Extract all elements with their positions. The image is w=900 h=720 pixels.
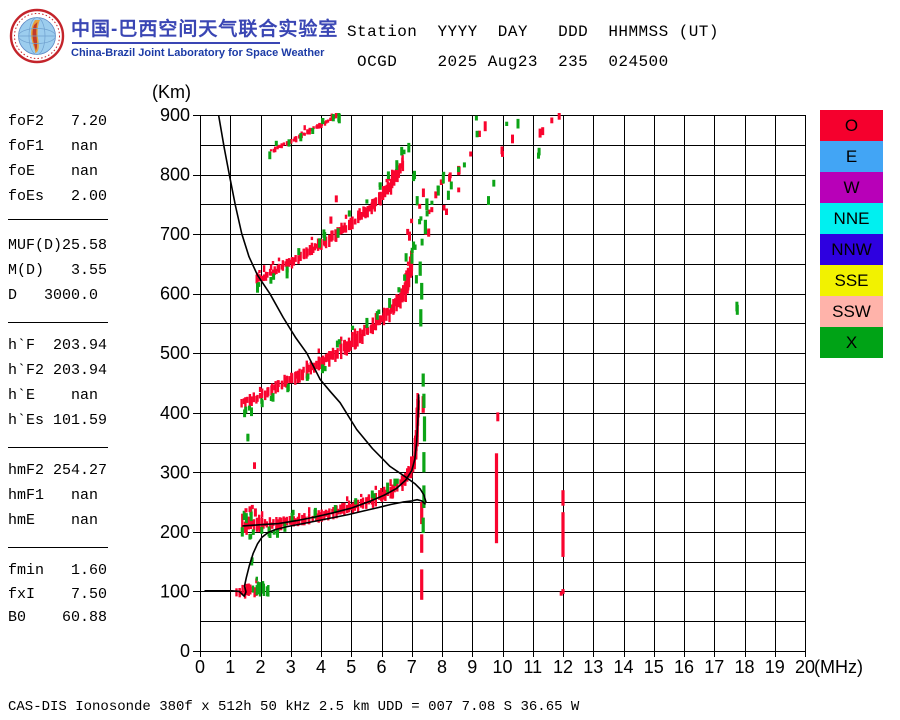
y-tick-label-0: 0 (180, 641, 190, 661)
parameter-value: 7.20 (44, 113, 108, 130)
x-tick-label-18: 18 (734, 657, 754, 677)
parameter-value: 60.88 (44, 609, 108, 626)
curve-muf-transmission-curve (218, 115, 427, 503)
legend-item-nne: NNE (820, 203, 883, 234)
station-header-columns: Station YYYY DAY DDD HHMMSS (UT) (347, 23, 719, 41)
x-tick-label-14: 14 (613, 657, 633, 677)
curve-fitted-trace-curve (242, 394, 420, 527)
panel-divider (8, 219, 108, 220)
y-tick-label-500: 500 (160, 343, 190, 363)
mode-legend: O E W NNE NNW SSE SSW X (820, 110, 883, 358)
x-tick-label-8: 8 (437, 657, 447, 677)
parameter-label: h`F2 (8, 362, 45, 379)
parameter-value: 25.58 (44, 237, 108, 254)
x-tick-label-13: 13 (583, 657, 603, 677)
grid-group (193, 115, 806, 657)
x-tick-label-16: 16 (674, 657, 694, 677)
lab-title-underline (72, 42, 280, 44)
lab-title-chinese: 中国-巴西空间天气联合实验室 (71, 19, 339, 40)
analysis-curves-group (204, 115, 427, 597)
parameter-label: MUF(D) (8, 237, 63, 254)
parameter-label: hmF1 (8, 487, 45, 504)
parameter-value: 203.94 (44, 337, 108, 354)
parameter-label: foE (8, 163, 36, 180)
y-tick-label-200: 200 (160, 522, 190, 542)
parameter-label: fmin (8, 562, 45, 579)
parameter-label: foEs (8, 188, 45, 205)
curve-true-height-profile (204, 498, 426, 597)
x-tick-label-12: 12 (553, 657, 573, 677)
parameter-label: foF1 (8, 138, 45, 155)
lab-subtitle-english: China-Brazil Joint Laboratory for Space … (71, 47, 325, 59)
legend-item-o: O (820, 110, 883, 141)
parameter-label: hmF2 (8, 462, 45, 479)
y-tick-label-300: 300 (160, 462, 190, 482)
x-tick-label-20: 20 (795, 657, 815, 677)
parameter-value: 3.55 (44, 262, 108, 279)
x-tick-label-19: 19 (765, 657, 785, 677)
y-tick-label-100: 100 (160, 581, 190, 601)
panel-divider (8, 322, 108, 323)
legend-item-w: W (820, 172, 883, 203)
x-tick-label-5: 5 (346, 657, 356, 677)
scaled-parameters-panel: foF2 7.20 foF1 nan foE nan foEs 2.00 MUF(D) … (8, 0, 168, 720)
x-tick-label-9: 9 (467, 657, 477, 677)
parameter-label: B0 (8, 609, 27, 626)
parameter-label: h`F (8, 337, 36, 354)
y-tick-label-900: 900 (160, 105, 190, 125)
y-tick-label-600: 600 (160, 284, 190, 304)
parameter-value: 101.59 (44, 412, 108, 429)
panel-divider (8, 547, 108, 548)
parameter-label: fxI (8, 586, 36, 603)
x-axis-unit-label: (MHz) (814, 657, 863, 677)
parameter-value: 7.50 (44, 586, 108, 603)
parameter-value: 1.60 (44, 562, 108, 579)
x-tick-label-7: 7 (407, 657, 417, 677)
legend-item-e: E (820, 141, 883, 172)
parameter-value: nan (44, 387, 99, 404)
y-tick-label-400: 400 (160, 403, 190, 423)
y-axis-unit-label: (Km) (152, 82, 191, 102)
x-tick-label-6: 6 (376, 657, 386, 677)
parameter-label: D (8, 287, 18, 304)
parameter-label: M(D) (8, 262, 45, 279)
parameter-label: hmE (8, 512, 36, 529)
parameter-label: h`Es (8, 412, 45, 429)
legend-item-nnw: NNW (820, 234, 883, 265)
y-tick-label-700: 700 (160, 224, 190, 244)
panel-divider (8, 447, 108, 448)
x-tick-label-3: 3 (286, 657, 296, 677)
parameter-value: 2.00 (44, 188, 108, 205)
x-tick-label-10: 10 (492, 657, 512, 677)
x-tick-label-4: 4 (316, 657, 326, 677)
legend-item-x: X (820, 327, 883, 358)
parameter-value: 254.27 (44, 462, 108, 479)
x-tick-label-1: 1 (225, 657, 235, 677)
x-tick-label-2: 2 (255, 657, 265, 677)
parameter-value: 203.94 (44, 362, 108, 379)
parameter-value: nan (44, 138, 99, 155)
footer-caption: CAS-DIS Ionosonde 380f x 512h 50 kHz 2.5… (8, 699, 580, 715)
x-tick-label-0: 0 (195, 657, 205, 677)
parameter-value: nan (44, 512, 99, 529)
x-tick-label-15: 15 (644, 657, 664, 677)
parameter-label: h`E (8, 387, 36, 404)
x-tick-label-11: 11 (523, 657, 542, 677)
parameter-label: foF2 (8, 113, 45, 130)
echo-data-group (235, 113, 739, 600)
legend-item-sse: SSE (820, 265, 883, 296)
y-tick-label-800: 800 (160, 165, 190, 185)
parameter-value: 3000.0 (44, 287, 99, 304)
parameter-value: nan (44, 487, 99, 504)
station-header-values: OCGD 2025 Aug23 235 024500 (347, 53, 669, 71)
legend-item-ssw: SSW (820, 296, 883, 327)
parameter-value: nan (44, 163, 99, 180)
lab-logo (9, 8, 65, 64)
globe-logo-icon (9, 8, 65, 64)
x-tick-label-17: 17 (704, 657, 724, 677)
axis-labels-group: 0 1 2 3 4 5 6 7 8 9 10 11 12 13 14 15 16 17 18 19 2001002003… (152, 82, 863, 677)
